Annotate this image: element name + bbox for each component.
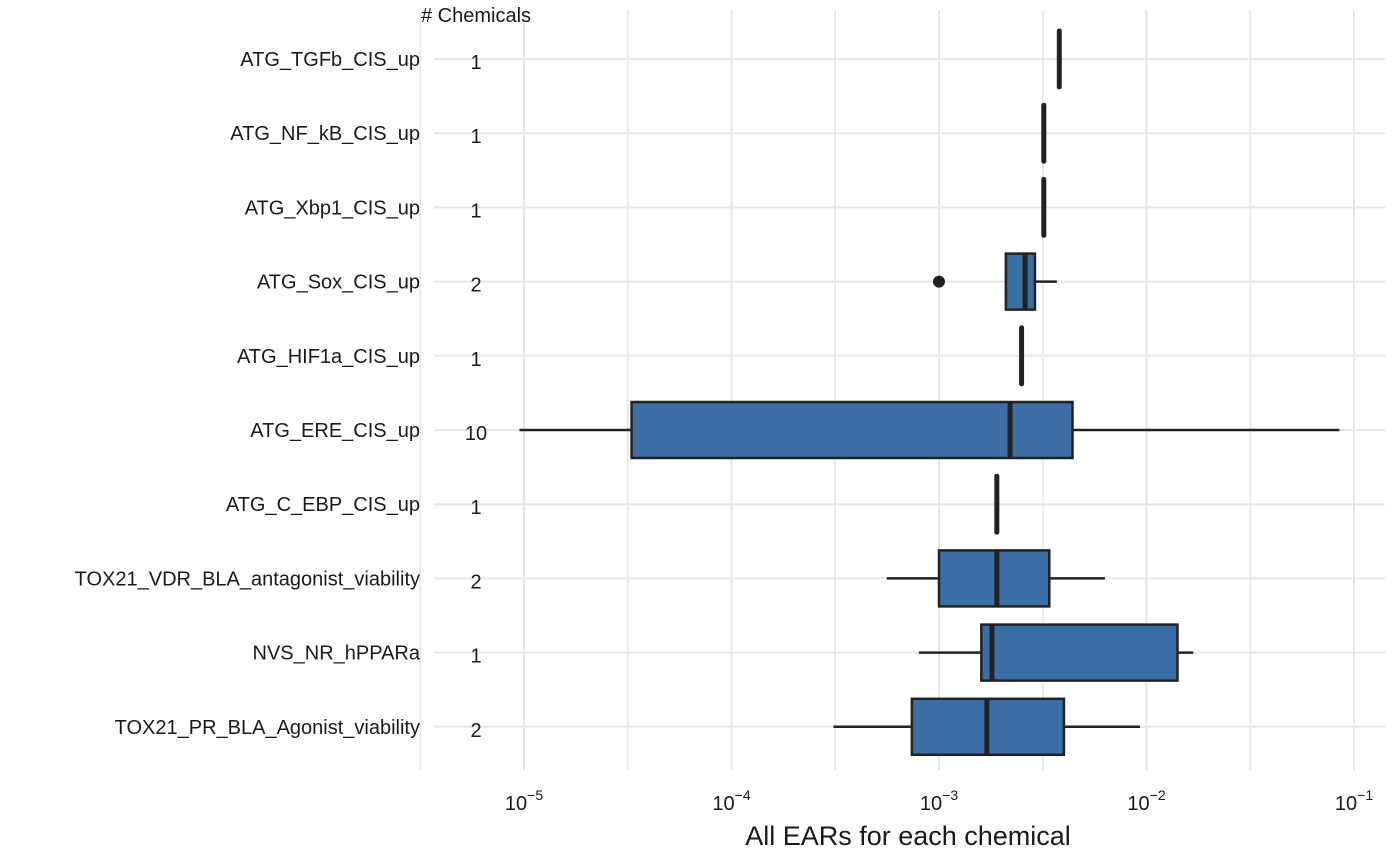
category-label: ATG_HIF1a_CIS_up bbox=[237, 346, 420, 368]
category-label: ATG_NF_kB_CIS_up bbox=[230, 123, 420, 145]
x-tick-label: 10−2 bbox=[1127, 787, 1165, 815]
x-tick-label: 10−4 bbox=[712, 787, 750, 815]
x-axis-tick-labels: 10−5 10−4 10−3 10−2 10−1 bbox=[505, 787, 1373, 815]
box-iqr bbox=[1004, 252, 1037, 311]
category-label: ATG_Sox_CIS_up bbox=[257, 272, 420, 294]
count-label: 1 bbox=[470, 52, 481, 74]
count-label: 2 bbox=[470, 720, 481, 742]
x-axis-title: All EARs for each chemical bbox=[745, 821, 1071, 851]
category-label: TOX21_PR_BLA_Agonist_viability bbox=[115, 717, 420, 739]
x-tick-label: 10−1 bbox=[1335, 787, 1373, 815]
box-plot-series bbox=[519, 28, 1340, 757]
count-label: 10 bbox=[465, 423, 487, 445]
count-label: 1 bbox=[470, 497, 481, 519]
category-label: ATG_TGFb_CIS_up bbox=[240, 49, 420, 71]
count-label: 1 bbox=[470, 126, 481, 148]
category-label: ATG_ERE_CIS_up bbox=[250, 420, 420, 442]
box-iqr bbox=[630, 400, 1074, 460]
box-iqr bbox=[937, 549, 1051, 608]
box-iqr bbox=[980, 623, 1179, 682]
count-label: 1 bbox=[470, 349, 481, 371]
category-label: NVS_NR_hPPARa bbox=[253, 643, 421, 665]
count-label: 2 bbox=[470, 571, 481, 593]
outlier-point bbox=[933, 275, 945, 288]
category-label: ATG_Xbp1_CIS_up bbox=[245, 197, 420, 219]
chemical-count-labels: 1 1 1 2 1 10 1 2 1 2 bbox=[465, 52, 487, 742]
x-tick-label: 10−3 bbox=[920, 787, 958, 815]
y-axis-tick-labels: ATG_TGFb_CIS_up ATG_NF_kB_CIS_up ATG_Xbp1_… bbox=[75, 49, 421, 739]
category-label: TOX21_VDR_BLA_antagonist_viability bbox=[75, 568, 420, 590]
count-label: 2 bbox=[470, 275, 481, 297]
count-column-header: # Chemicals bbox=[421, 5, 531, 27]
category-label: ATG_C_EBP_CIS_up bbox=[226, 494, 420, 516]
count-label: 1 bbox=[470, 646, 481, 668]
count-label: 1 bbox=[470, 200, 481, 222]
x-tick-label: 10−5 bbox=[505, 787, 543, 815]
grid-lines bbox=[419, 10, 1385, 770]
